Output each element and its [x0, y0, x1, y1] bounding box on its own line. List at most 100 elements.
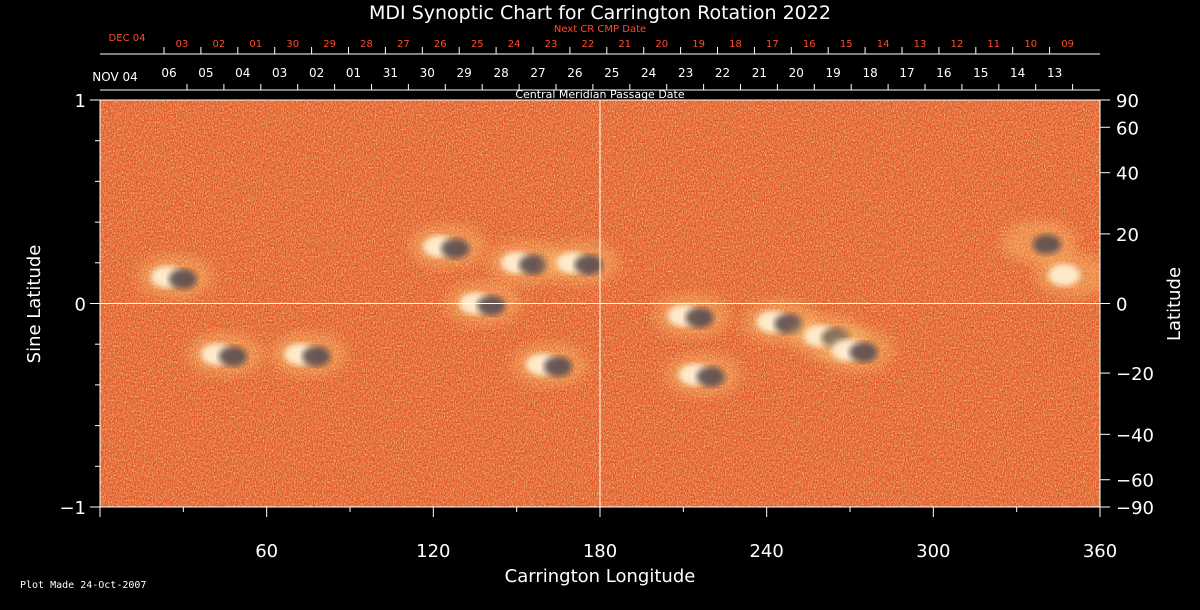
y-tick-label-left: −1: [59, 498, 86, 519]
cmp-date-label: 28: [493, 66, 508, 80]
cmp-date-label: 14: [1010, 66, 1025, 80]
next-cr-start-label: DEC 04: [109, 33, 146, 44]
cmp-date-label: 04: [235, 66, 250, 80]
chart-title: MDI Synoptic Chart for Carrington Rotati…: [369, 2, 831, 24]
cmp-date-label: 23: [678, 66, 693, 80]
y-tick-label-right: −90: [1116, 498, 1154, 519]
cmp-date-label: 27: [530, 66, 545, 80]
cmp-date-label: 15: [973, 66, 988, 80]
plage: [270, 332, 347, 377]
active-region-14: [1034, 253, 1100, 298]
next-cr-date-label: 19: [692, 39, 705, 50]
plage: [1034, 253, 1100, 298]
y-tick-label-right: 40: [1116, 164, 1139, 185]
next-cr-date-label: 14: [877, 39, 890, 50]
cmp-axis-label: Central Meridian Passage Date: [515, 88, 684, 101]
cmp-date-label: 05: [198, 66, 213, 80]
y-tick-label-right: −20: [1116, 364, 1154, 385]
next-cr-date-label: 30: [286, 39, 299, 50]
y-tick-label-right: 60: [1116, 118, 1139, 139]
active-region-0: [137, 255, 213, 300]
y-tick-label-right: 20: [1116, 225, 1139, 246]
next-cr-date-label: 21: [618, 39, 631, 50]
plage: [542, 240, 619, 285]
next-cr-date-label: 20: [655, 39, 668, 50]
cmp-date-label: 19: [826, 66, 841, 80]
cmp-date-label: 29: [457, 66, 472, 80]
active-region-13: [1000, 220, 1077, 265]
cmp-date-label: 24: [641, 66, 656, 80]
active-region-1: [187, 332, 263, 377]
plage: [137, 255, 213, 300]
plage: [409, 224, 486, 269]
plot-made-note: Plot Made 24-Oct-2007: [20, 580, 147, 591]
x-tick-label: 240: [749, 541, 783, 562]
y-tick-label-right: −60: [1116, 471, 1154, 492]
next-cr-date-label: 11: [987, 39, 1000, 50]
plage: [653, 293, 730, 338]
next-cr-date-label: 23: [545, 39, 558, 50]
y-tick-label-left: 0: [75, 295, 86, 316]
plage: [487, 240, 563, 285]
next-cr-date-label: 10: [1024, 39, 1037, 50]
cmp-date-label: 03: [272, 66, 287, 80]
cmp-date-label: 01: [346, 66, 361, 80]
y-tick-label-right: −40: [1116, 425, 1154, 446]
cmp-date-label: 25: [604, 66, 619, 80]
active-region-3: [409, 224, 486, 269]
x-tick-label: 180: [583, 541, 617, 562]
next-cr-date-label: 26: [434, 39, 447, 50]
x-tick-label: 300: [916, 541, 950, 562]
next-cr-date-label: 13: [914, 39, 927, 50]
next-cr-date-label: 24: [508, 39, 521, 50]
x-axis-label: Carrington Longitude: [505, 566, 696, 587]
cmp-date-label: 31: [383, 66, 398, 80]
plage: [1000, 220, 1077, 265]
next-cr-date-label: 27: [397, 39, 410, 50]
x-tick-label: 60: [255, 541, 278, 562]
active-region-12: [817, 328, 894, 373]
y-tick-label-right: 90: [1116, 91, 1139, 112]
next-cr-date-label: 22: [582, 39, 595, 50]
x-tick-label: 120: [416, 541, 450, 562]
cmp-date-label: 21: [752, 66, 767, 80]
cmp-date-label: 20: [789, 66, 804, 80]
cmp-date-label: 22: [715, 66, 730, 80]
x-tick-label: 360: [1083, 541, 1117, 562]
y-axis-label-left: Sine Latitude: [24, 245, 45, 364]
next-cr-date-label: 29: [323, 39, 336, 50]
next-cr-date-label: 17: [766, 39, 779, 50]
active-region-6: [512, 342, 588, 387]
next-cr-date-label: 18: [729, 39, 742, 50]
next-cr-date-label: 25: [471, 39, 484, 50]
cmp-date-label: 17: [899, 66, 914, 80]
next-cr-date-label: 02: [213, 39, 226, 50]
plage: [817, 328, 894, 373]
next-cr-date-label: 15: [840, 39, 853, 50]
next-cr-date-label: 28: [360, 39, 373, 50]
cmp-date-label: 30: [420, 66, 435, 80]
next-cr-date-label: 09: [1061, 39, 1074, 50]
cmp-date-label: 13: [1047, 66, 1062, 80]
cmp-date-label: 06: [161, 66, 176, 80]
cmp-date-label: 26: [567, 66, 582, 80]
active-region-9: [664, 352, 741, 397]
y-axis-label-right: Latitude: [1164, 267, 1185, 341]
plage: [187, 332, 263, 377]
active-region-5: [487, 240, 563, 285]
y-tick-label-left: 1: [75, 91, 86, 112]
cmp-date-label: 16: [936, 66, 951, 80]
active-region-8: [653, 293, 730, 338]
active-region-7: [542, 240, 619, 285]
cmp-date-label: 02: [309, 66, 324, 80]
next-cr-axis-label: Next CR CMP Date: [554, 24, 646, 35]
y-tick-label-right: 0: [1116, 295, 1127, 316]
next-cr-date-label: 12: [951, 39, 964, 50]
cmp-start-label: NOV 04: [92, 70, 138, 84]
plage: [512, 342, 588, 387]
next-cr-date-label: 03: [176, 39, 189, 50]
cmp-date-label: 18: [862, 66, 877, 80]
next-cr-date-label: 16: [803, 39, 816, 50]
next-cr-date-label: 01: [249, 39, 262, 50]
